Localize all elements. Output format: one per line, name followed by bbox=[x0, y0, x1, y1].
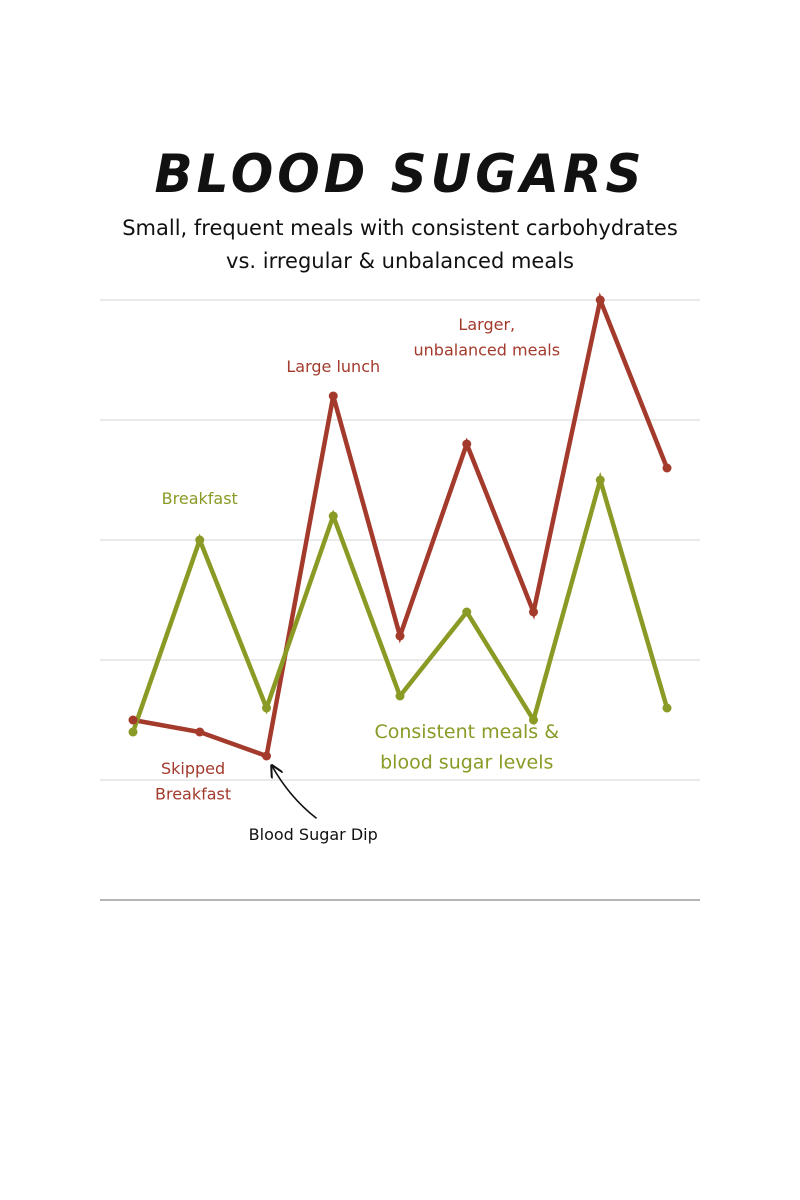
data-point-series-1 bbox=[395, 691, 405, 701]
data-point-series-1 bbox=[128, 727, 138, 737]
chart-title: BLOOD SUGARS bbox=[154, 143, 646, 205]
data-point-series-1 bbox=[328, 511, 338, 521]
data-point-series-0 bbox=[128, 715, 138, 725]
data-point-series-1 bbox=[529, 715, 538, 725]
data-point-series-0 bbox=[195, 727, 205, 737]
data-point-series-1 bbox=[195, 535, 205, 545]
annotation-larger-meals: Larger, unbalanced meals bbox=[414, 315, 561, 360]
annotation-line: Skipped bbox=[161, 759, 225, 778]
annotation-skipped-breakfast: Skipped Breakfast bbox=[155, 759, 231, 804]
annotation-line: Breakfast bbox=[155, 785, 231, 804]
data-point-series-0 bbox=[529, 607, 538, 617]
subtitle-line-1: Small, frequent meals with consistent ca… bbox=[122, 216, 678, 240]
annotation-breakfast: Breakfast bbox=[162, 489, 238, 508]
annotation-line: Larger, bbox=[458, 315, 515, 334]
data-point-series-0 bbox=[462, 439, 472, 449]
annotation-consistent-levels: Consistent meals & blood sugar levels bbox=[374, 721, 559, 773]
data-point-series-0 bbox=[328, 391, 338, 401]
annotation-blood-sugar-dip: Blood Sugar Dip bbox=[249, 825, 378, 844]
annotation-line: Breakfast bbox=[162, 489, 238, 508]
dip-arrow bbox=[272, 766, 318, 820]
data-point-series-1 bbox=[595, 475, 605, 485]
annotation-line: Blood Sugar Dip bbox=[249, 825, 378, 844]
data-point-series-0 bbox=[662, 463, 672, 473]
data-point-series-1 bbox=[462, 607, 472, 617]
data-point-series-0 bbox=[262, 751, 271, 761]
subtitle-line-2: vs. irregular & unbalanced meals bbox=[226, 249, 574, 273]
annotation-line: Large lunch bbox=[286, 357, 380, 376]
data-point-series-0 bbox=[595, 295, 605, 305]
data-point-series-1 bbox=[262, 703, 271, 713]
data-point-series-0 bbox=[395, 631, 405, 641]
annotation-line: blood sugar levels bbox=[380, 751, 553, 773]
annotation-line: Consistent meals & bbox=[374, 721, 559, 743]
annotation-line: unbalanced meals bbox=[414, 341, 561, 360]
chart-subtitle: Small, frequent meals with consistent ca… bbox=[0, 212, 800, 278]
data-point-series-1 bbox=[662, 703, 672, 713]
annotation-large-lunch: Large lunch bbox=[286, 357, 380, 376]
